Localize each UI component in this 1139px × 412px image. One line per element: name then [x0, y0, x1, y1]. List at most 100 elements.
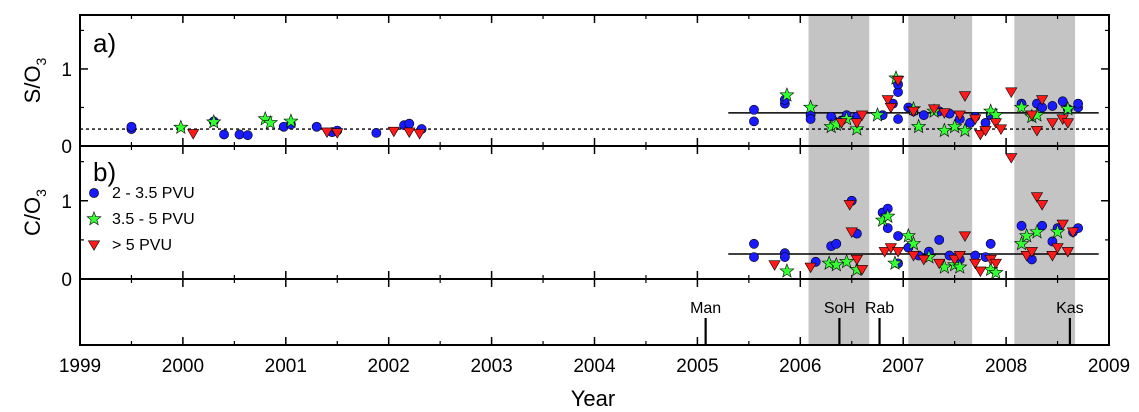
- x-tick-label: 2004: [573, 356, 616, 377]
- data-point: [905, 235, 922, 251]
- data-point: [1061, 247, 1074, 258]
- data-point: [749, 116, 759, 127]
- data-point: [404, 118, 415, 129]
- data-point: [311, 121, 322, 132]
- data-point: [969, 114, 982, 125]
- data-point: [768, 260, 781, 271]
- data-point: [779, 263, 795, 278]
- data-point: [893, 231, 903, 241]
- data-point: [1061, 118, 1074, 129]
- data-point: [206, 114, 222, 129]
- data-point: [1030, 192, 1044, 203]
- y-tick-label: 1: [61, 192, 72, 213]
- data-point: [1035, 95, 1049, 106]
- data-point: [805, 114, 816, 124]
- data-point: [843, 200, 856, 211]
- legend-symbol: [86, 210, 102, 226]
- x-tick-label: 2002: [368, 356, 410, 377]
- legend-symbols: [86, 188, 102, 251]
- data-point: [1016, 220, 1027, 231]
- shaded-periods: [808, 15, 1076, 345]
- data-point: [989, 118, 1002, 129]
- data-point: [403, 127, 416, 139]
- x-tick-label: 2006: [779, 356, 821, 377]
- legend: 2 - 3.5 PVU 3.5 - 5 PVU > 5 PVU: [86, 185, 195, 254]
- data-point: [1057, 96, 1068, 107]
- data-points: [126, 70, 1084, 280]
- data-point: [918, 110, 929, 121]
- y-axis-title: S/O3: [20, 57, 49, 103]
- axis-ticks: [79, 15, 1110, 345]
- data-point: [994, 124, 1008, 135]
- panel-b-label: b): [93, 157, 116, 187]
- data-point: [1013, 235, 1030, 251]
- event-label: Kas: [1056, 300, 1084, 317]
- data-point: [938, 108, 951, 119]
- legend-symbol: [89, 188, 99, 198]
- data-point: [749, 238, 759, 249]
- data-point: [953, 251, 966, 262]
- data-point: [917, 254, 930, 266]
- data-point: [855, 110, 869, 122]
- legend-label-blue: 2 - 3.5 PVU: [112, 185, 195, 202]
- legend-symbol: [87, 240, 101, 251]
- data-point: [1019, 227, 1035, 243]
- shaded-period: [1014, 15, 1076, 345]
- data-point: [907, 106, 920, 118]
- data-point: [835, 118, 848, 129]
- shaded-period: [808, 15, 870, 345]
- data-point: [838, 110, 855, 126]
- data-point: [1046, 251, 1059, 262]
- data-point: [884, 102, 897, 114]
- axis-labels: 0 1 S/O3 0 1 C/O3 1999 2000 2001 2002 2003 2004 2005…: [20, 57, 1130, 377]
- x-tick-label: 2007: [882, 356, 924, 377]
- data-point: [891, 247, 905, 258]
- y-tick-label: 0: [61, 270, 72, 291]
- data-point: [958, 91, 972, 102]
- data-point: [387, 126, 400, 138]
- data-point: [989, 258, 1002, 270]
- data-point: [831, 238, 842, 249]
- data-point: [1025, 110, 1038, 122]
- data-point: [855, 265, 869, 276]
- legend-label-green: 3.5 - 5 PVU: [112, 211, 195, 228]
- event-label: Man: [690, 300, 721, 317]
- data-point: [880, 208, 896, 223]
- data-point: [891, 76, 905, 87]
- data-point: [802, 99, 819, 115]
- data-point: [1030, 126, 1044, 137]
- data-point: [887, 255, 903, 270]
- data-point: [953, 110, 966, 122]
- data-point: [878, 247, 891, 258]
- data-point: [1060, 100, 1076, 116]
- data-point: [907, 251, 920, 262]
- data-point: [881, 95, 894, 106]
- data-point: [948, 254, 961, 266]
- x-axis-title: Year: [571, 386, 615, 411]
- data-point: [910, 118, 927, 134]
- data-point: [173, 119, 189, 135]
- data-point: [1035, 200, 1049, 211]
- data-point: [1037, 220, 1048, 231]
- data-point: [1005, 153, 1018, 164]
- data-point: [1020, 251, 1033, 262]
- data-point: [979, 126, 992, 137]
- data-point: [331, 128, 344, 139]
- data-point: [1051, 243, 1064, 254]
- data-point: [371, 127, 382, 138]
- data-point: [283, 113, 299, 128]
- data-point: [187, 129, 200, 140]
- data-point: [749, 104, 759, 115]
- x-tick-label: 2001: [265, 356, 307, 377]
- data-point: [933, 258, 946, 270]
- x-tick-label: 2000: [162, 356, 204, 377]
- data-point: [219, 129, 229, 140]
- y-tick-label: 1: [61, 60, 72, 81]
- y-tick-label: 0: [61, 137, 72, 158]
- data-point: [936, 122, 953, 138]
- data-point: [1056, 219, 1069, 231]
- data-point: [1025, 247, 1038, 258]
- data-point: [804, 262, 817, 274]
- x-tick-label: 2009: [1088, 356, 1130, 377]
